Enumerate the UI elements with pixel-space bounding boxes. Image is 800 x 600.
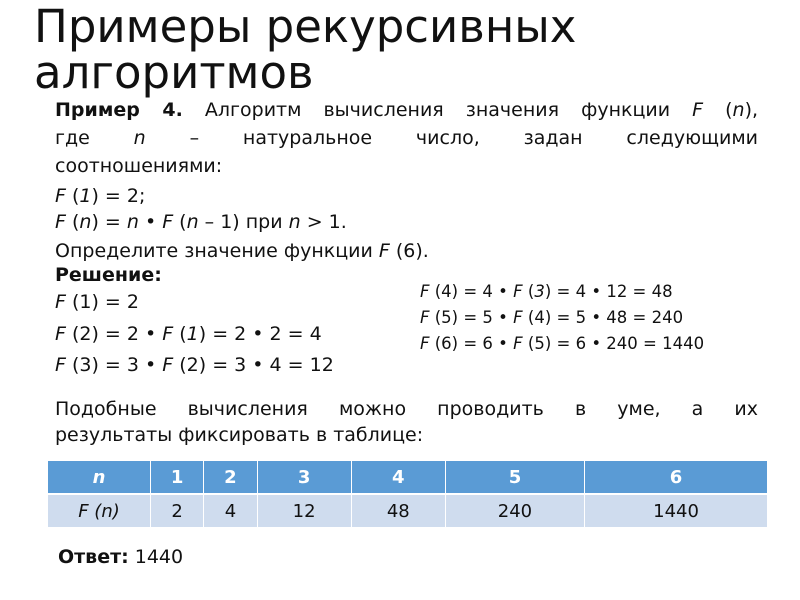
text-segment: n bbox=[133, 127, 146, 149]
table-header-row: n 1 2 3 4 5 6 bbox=[48, 461, 767, 495]
problem-line: соотношениями: bbox=[55, 154, 222, 178]
text-segment: F bbox=[55, 211, 66, 233]
text-segment: (6). bbox=[389, 240, 429, 262]
problem-question: Определите значение функции F (6). bbox=[55, 240, 429, 262]
text-segment: F bbox=[55, 185, 66, 207]
table-row: F (n) 2 4 12 48 240 1440 bbox=[48, 494, 767, 527]
header-cell: 5 bbox=[445, 461, 586, 495]
answer: Ответ: 1440 bbox=[58, 545, 183, 569]
formula-base: F (1) = 2; bbox=[55, 184, 145, 208]
text-segment: 3 bbox=[534, 282, 545, 301]
header-cell: 3 bbox=[257, 461, 352, 495]
text-segment: (4) = 5 • 48 = 240 bbox=[522, 308, 684, 327]
text-segment: F bbox=[162, 354, 174, 376]
text-segment: F bbox=[513, 308, 523, 327]
solution-step: F (3) = 3 • F (2) = 3 • 4 = 12 bbox=[55, 353, 334, 377]
header-cell: 1 bbox=[150, 461, 205, 495]
text-segment: F bbox=[513, 334, 523, 353]
header-cell: 2 bbox=[203, 461, 258, 495]
answer-value: 1440 bbox=[128, 546, 184, 568]
text-segment: • bbox=[138, 211, 163, 233]
text-segment: n bbox=[126, 211, 139, 233]
text-segment: F bbox=[55, 354, 66, 376]
text-segment: ( bbox=[65, 185, 80, 207]
text-segment: n bbox=[288, 211, 301, 233]
note-line: Подобные вычисления можно проводить в ум… bbox=[55, 397, 758, 421]
text-segment: F bbox=[692, 99, 704, 121]
header-cell: 4 bbox=[351, 461, 446, 495]
text-segment: ), bbox=[744, 99, 759, 121]
solution-step: F (2) = 2 • F (1) = 2 • 2 = 4 bbox=[55, 322, 322, 346]
text-segment: ( bbox=[173, 323, 187, 345]
text-segment: Подобные вычисления можно проводить в ум… bbox=[55, 398, 758, 420]
text-segment: – натуральное число, задан следующими bbox=[145, 127, 758, 149]
text-segment: ) = bbox=[91, 211, 127, 233]
text-segment: (1) = 2 bbox=[65, 291, 139, 313]
text-segment: (6) = 6 • bbox=[429, 334, 514, 353]
solution-step: F (5) = 5 • F (4) = 5 • 48 = 240 bbox=[420, 307, 683, 329]
text-segment: F bbox=[420, 334, 430, 353]
text-segment: F bbox=[55, 323, 66, 345]
solution-step: F (4) = 4 • F (3) = 4 • 12 = 48 bbox=[420, 281, 673, 303]
text-segment: – 1) при bbox=[198, 211, 289, 233]
text-segment: F bbox=[162, 323, 174, 345]
text-segment: 1 bbox=[186, 323, 199, 345]
text-segment: Определите значение функции bbox=[55, 240, 379, 262]
problem-line: Пример 4. Алгоритм вычисления значения ф… bbox=[55, 98, 758, 122]
text-segment: ( bbox=[65, 211, 80, 233]
formula-recursive: F (n) = n • F (n – 1) при n > 1. bbox=[55, 210, 347, 234]
text-segment: n bbox=[732, 99, 745, 121]
slide-title: Примеры рекурсивных алгоритмов bbox=[34, 0, 577, 99]
text-segment: ( bbox=[173, 211, 187, 233]
text-segment: (5) = 5 • bbox=[429, 308, 514, 327]
text-segment: ) = 2; bbox=[91, 185, 146, 207]
text-segment: (5) = 6 • 240 = 1440 bbox=[522, 334, 705, 353]
note-line: результаты фиксировать в таблице: bbox=[55, 423, 423, 447]
value-cell: 12 bbox=[257, 494, 352, 527]
text-segment: ) = 2 • 2 = 4 bbox=[198, 323, 322, 345]
text-segment: F bbox=[513, 282, 523, 301]
value-cell: 240 bbox=[445, 494, 586, 527]
text-segment: (3) = 3 • bbox=[65, 354, 163, 376]
text-segment: Пример 4. bbox=[55, 99, 183, 121]
text-segment: F bbox=[420, 308, 430, 327]
text-segment: > 1. bbox=[300, 211, 347, 233]
text-segment: Алгоритм вычисления значения функции bbox=[182, 99, 693, 121]
text-segment: результаты фиксировать в таблице: bbox=[55, 424, 424, 446]
text-segment: ( bbox=[522, 282, 535, 301]
text-segment: F bbox=[55, 291, 66, 313]
row-label: F (n) bbox=[48, 494, 151, 527]
text-segment: 1 bbox=[79, 185, 92, 207]
text-segment: (2) = 3 • 4 = 12 bbox=[173, 354, 334, 376]
answer-label: Ответ: bbox=[58, 546, 129, 568]
header-cell: 6 bbox=[584, 461, 767, 495]
value-cell: 4 bbox=[203, 494, 258, 527]
text-segment: где bbox=[55, 127, 134, 149]
value-cell: 48 bbox=[351, 494, 446, 527]
text-segment: F bbox=[420, 282, 430, 301]
text-segment: ( bbox=[703, 99, 733, 121]
text-segment: F bbox=[162, 211, 174, 233]
value-cell: 2 bbox=[150, 494, 205, 527]
text-segment: соотношениями: bbox=[55, 155, 223, 177]
text-segment: n bbox=[79, 211, 92, 233]
text-segment: (4) = 4 • bbox=[429, 282, 514, 301]
solution-heading: Решение: bbox=[55, 264, 162, 286]
header-n: n bbox=[48, 461, 151, 495]
text-segment: Решение: bbox=[55, 264, 162, 286]
text-segment: ) = 4 • 12 = 48 bbox=[544, 282, 673, 301]
solution-step: F (1) = 2 bbox=[55, 290, 139, 314]
text-segment: n bbox=[186, 211, 199, 233]
text-segment: (2) = 2 • bbox=[65, 323, 163, 345]
value-cell: 1440 bbox=[584, 494, 767, 527]
values-table: n 1 2 3 4 5 6 F (n) 2 4 12 48 240 1440 bbox=[48, 461, 767, 527]
text-segment: F bbox=[378, 240, 390, 262]
problem-line: где n – натуральное число, задан следующ… bbox=[55, 126, 758, 150]
solution-step: F (6) = 6 • F (5) = 6 • 240 = 1440 bbox=[420, 333, 704, 355]
